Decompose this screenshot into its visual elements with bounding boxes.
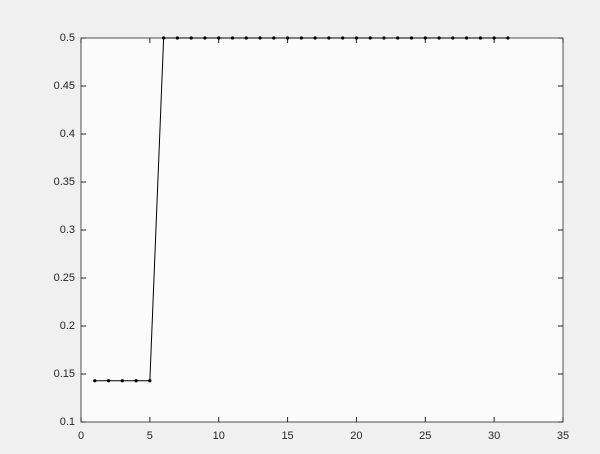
marker — [244, 36, 248, 40]
x-tick-label: 25 — [419, 430, 431, 442]
y-tick-label: 0.3 — [60, 224, 75, 236]
plot-area — [80, 37, 564, 423]
x-tick-label: 20 — [350, 430, 362, 442]
x-tick-label: 35 — [557, 430, 569, 442]
marker — [230, 36, 235, 40]
marker — [437, 36, 441, 40]
marker — [93, 379, 97, 383]
marker — [217, 36, 221, 40]
marker — [506, 36, 510, 40]
marker — [134, 379, 138, 383]
marker — [313, 36, 317, 40]
marker — [423, 36, 427, 40]
marker — [258, 36, 262, 40]
marker — [341, 36, 345, 40]
marker — [203, 36, 207, 40]
marker — [299, 36, 303, 40]
marker — [451, 36, 455, 40]
x-tick-label: 10 — [213, 430, 225, 442]
marker — [368, 36, 372, 40]
y-tick-label: 0.2 — [60, 320, 75, 332]
marker — [148, 379, 152, 383]
marker — [409, 36, 414, 40]
y-tick-label: 0.45 — [54, 80, 75, 92]
y-tick-label: 0.5 — [60, 32, 75, 44]
marker — [285, 36, 290, 40]
marker — [478, 36, 482, 40]
x-tick-label: 5 — [147, 430, 153, 442]
y-tick-label: 0.4 — [60, 128, 75, 140]
marker — [175, 36, 179, 40]
marker — [106, 379, 111, 383]
marker — [465, 36, 469, 40]
marker — [327, 36, 331, 40]
marker — [382, 36, 386, 40]
marker — [189, 36, 193, 40]
marker — [396, 36, 400, 40]
x-tick-label: 0 — [78, 430, 84, 442]
x-tick-label: 15 — [281, 430, 293, 442]
marker — [272, 36, 276, 40]
marker — [162, 36, 166, 40]
x-tick-label: 30 — [488, 430, 500, 442]
marker — [354, 36, 359, 40]
y-tick-label: 0.35 — [54, 176, 75, 188]
marker — [492, 36, 496, 40]
marker — [120, 379, 124, 383]
y-tick-label: 0.25 — [54, 272, 75, 284]
y-tick-label: 0.15 — [54, 368, 75, 380]
y-tick-label: 0.1 — [60, 416, 75, 428]
